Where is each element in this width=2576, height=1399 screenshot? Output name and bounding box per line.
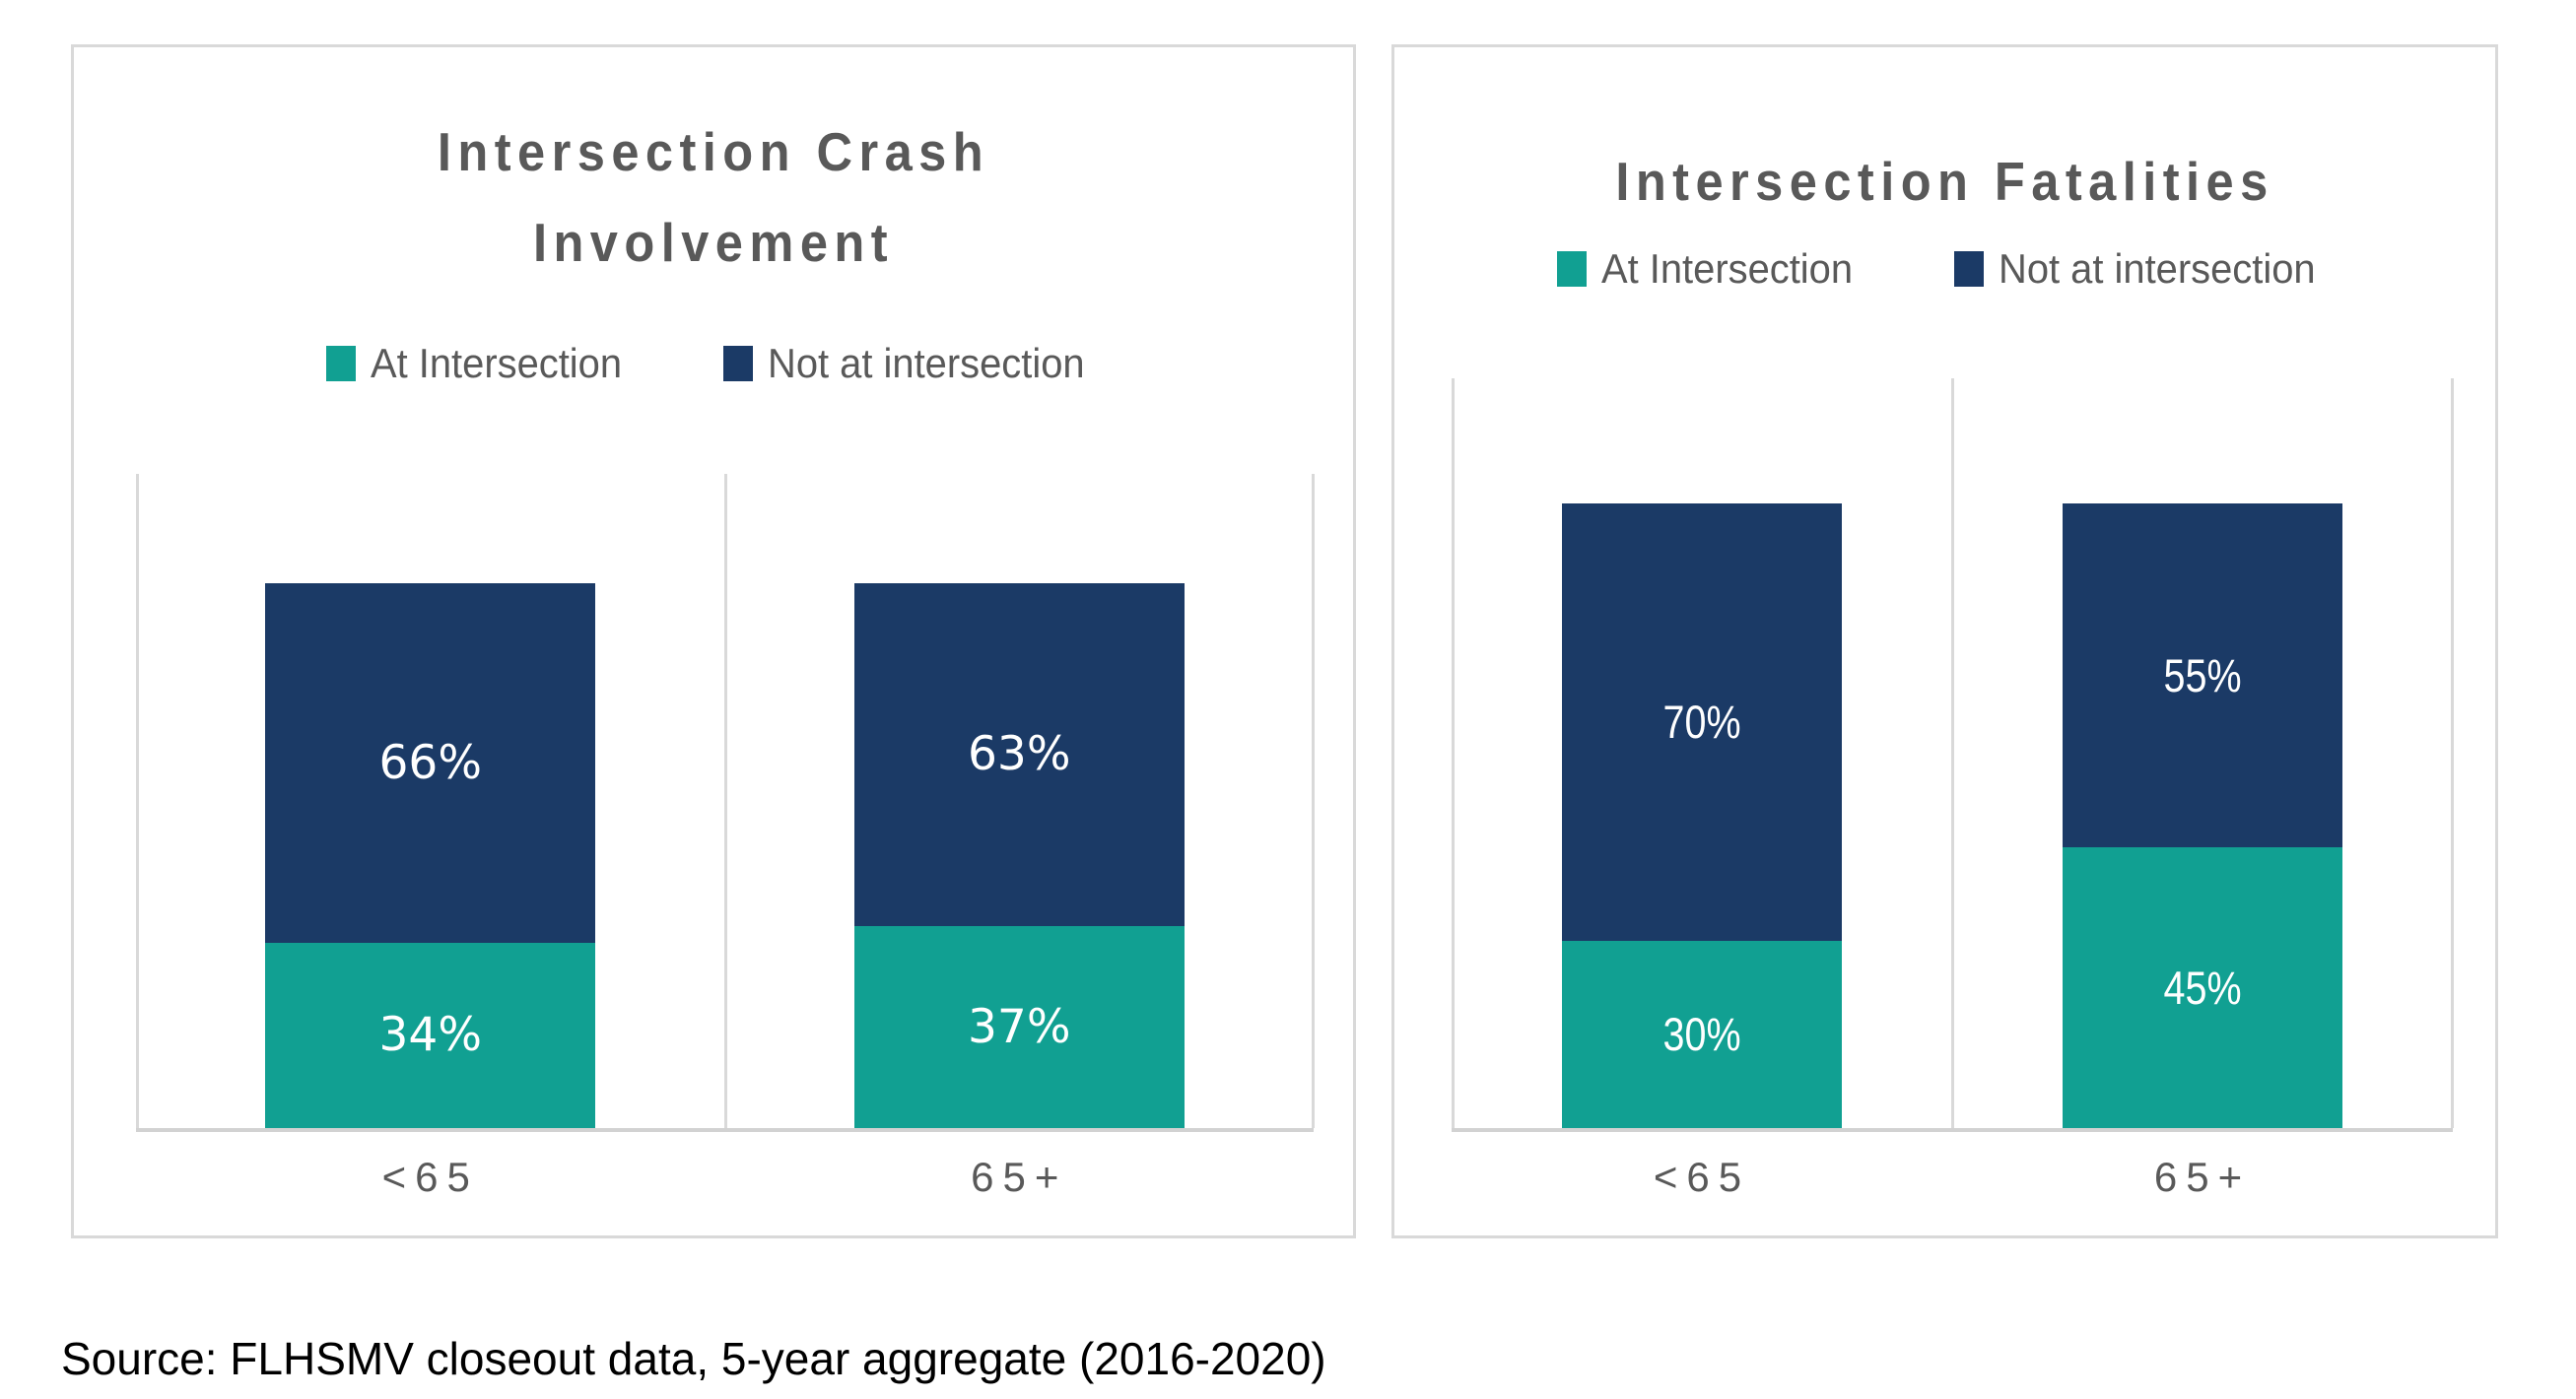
plot-area-crash-involvement: 66% 34% 63% 37% <65 65+ [136,474,1315,1200]
bar-segment-at-intersection: 30% [1561,940,1843,1128]
legend-item-not-at-intersection: Not at intersection [722,340,1102,387]
stacked-bar-65+: 63% 37% [853,582,1185,1128]
legend: At Intersection Not at intersection [1394,245,2495,293]
plot-middle-gridline [723,474,727,1128]
bar-value-label: 45% [2163,961,2242,1014]
source-note: Source: FLHSMV closeout data, 5-year agg… [61,1333,1326,1384]
stacked-bar-<65: 70% 30% [1561,502,1843,1128]
x-axis-label-<65: <65 [381,1154,479,1200]
plot-left-gridline [1452,378,1455,1128]
chart-title-crash-involvement: Intersection Crash Involvement [74,106,1353,288]
x-axis-labels: <65 65+ [136,1154,1314,1201]
bar-segment-at-intersection: 37% [853,926,1185,1128]
bar-segment-not-at-intersection: 70% [1561,502,1843,941]
plot-right-gridline [1312,474,1315,1128]
chart-title-line-2: Involvement [532,211,895,273]
plot-right-gridline [2451,378,2454,1128]
bar-value-label: 66% [378,735,482,790]
bars-container: 70% 30% 55% 45% [1452,378,2453,1128]
chart-card-intersection-crash-involvement: Intersection Crash Involvement At Inters… [71,44,1356,1238]
legend-item-at-intersection: At Intersection [325,340,635,387]
stacked-bar-<65: 66% 34% [265,582,596,1128]
legend: At Intersection Not at intersection [74,340,1353,387]
bar-segment-not-at-intersection: 66% [265,582,596,943]
chart-title-line-1: Intersection Fatalities [1615,150,2274,212]
legend-swatch-at-intersection [1557,251,1587,287]
x-axis-label-65+: 65+ [971,1154,1068,1200]
bar-value-label: 34% [378,1008,482,1063]
bar-segment-not-at-intersection: 63% [853,582,1185,927]
category-column: 70% 30% [1452,378,1952,1128]
legend-item-at-intersection: At Intersection [1557,245,1865,293]
legend-swatch-not-at-intersection [1954,251,1985,287]
x-axis-label-65+: 65+ [2153,1154,2252,1200]
bar-value-label: 63% [968,727,1071,782]
plot-middle-gridline [1951,378,1954,1128]
chart-title-line-1: Intersection Crash [437,120,990,182]
bar-value-label: 70% [1662,696,1741,749]
category-column: 55% 45% [1952,378,2453,1128]
category-column: 66% 34% [136,474,725,1128]
bar-value-label: 37% [968,1000,1071,1055]
x-axis-label-<65: <65 [1653,1154,1751,1200]
plot-area-fatalities: 70% 30% 55% 45% <65 65+ [1452,378,2454,1200]
legend-swatch-not-at-intersection [722,346,753,381]
legend-label-at-intersection: At Intersection [370,340,622,386]
bar-segment-at-intersection: 34% [265,942,596,1128]
bar-segment-at-intersection: 45% [2062,846,2343,1128]
bar-segment-not-at-intersection: 55% [2062,502,2343,847]
chart-title-fatalities: Intersection Fatalities [1394,136,2495,227]
stacked-bar-65+: 55% 45% [2062,502,2343,1128]
chart-card-intersection-fatalities: Intersection Fatalities At Intersection … [1391,44,2498,1238]
bar-value-label: 55% [2163,648,2242,701]
legend-label-at-intersection: At Intersection [1601,245,1854,292]
legend-item-not-at-intersection: Not at intersection [1954,245,2333,293]
category-column: 63% 37% [725,474,1315,1128]
legend-label-not-at-intersection: Not at intersection [767,340,1085,386]
bars-container: 66% 34% 63% 37% [136,474,1314,1128]
legend-swatch-at-intersection [325,346,356,381]
legend-label-not-at-intersection: Not at intersection [1999,245,2317,292]
plot-left-gridline [136,474,139,1128]
bar-value-label: 30% [1662,1008,1741,1061]
x-axis-labels: <65 65+ [1452,1154,2453,1201]
